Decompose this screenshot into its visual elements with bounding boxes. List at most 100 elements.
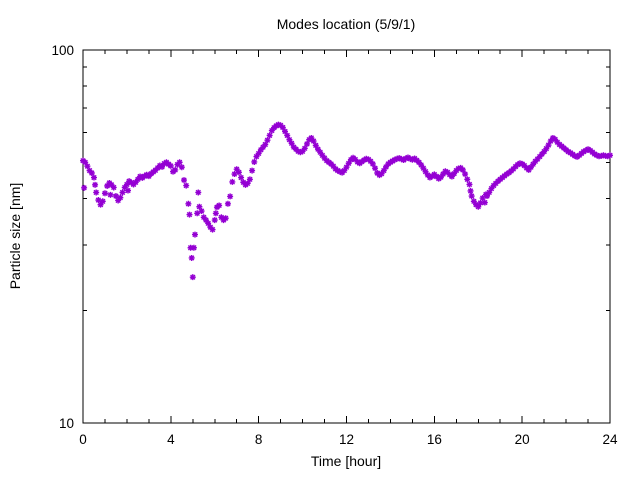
data-point-marker	[440, 171, 447, 178]
data-point-marker	[468, 193, 475, 200]
data-point-marker	[264, 137, 271, 144]
data-point-marker	[92, 181, 99, 188]
data-point-marker	[186, 211, 193, 218]
data-point-marker	[257, 146, 264, 153]
data-point-marker	[95, 197, 102, 204]
data-point-marker	[188, 254, 195, 261]
data-point-marker	[488, 185, 495, 192]
data-point-marker	[545, 142, 552, 149]
data-point-marker	[420, 165, 427, 172]
data-point-marker	[299, 148, 306, 155]
data-point-marker	[187, 244, 194, 251]
data-point-marker	[189, 274, 196, 281]
data-point-marker	[343, 164, 350, 171]
data-point-marker	[541, 148, 548, 155]
data-point-marker	[178, 164, 185, 171]
data-point-marker	[145, 173, 152, 180]
data-point-marker	[238, 174, 245, 181]
data-point-marker	[312, 142, 319, 149]
data-point-marker	[262, 141, 269, 148]
data-point-marker	[286, 136, 293, 143]
data-point-marker	[181, 177, 188, 184]
data-point-marker	[108, 181, 115, 188]
data-point-marker	[482, 191, 489, 198]
data-point-marker	[464, 176, 471, 183]
data-point-marker	[185, 200, 192, 207]
x-tick-label: 0	[79, 432, 87, 447]
data-point-marker	[104, 182, 111, 189]
data-point-marker	[470, 198, 477, 205]
data-point-marker	[314, 146, 321, 153]
data-point-marker	[301, 145, 308, 152]
data-point-marker	[486, 189, 493, 196]
data-point-marker	[303, 140, 310, 147]
data-point-marker	[240, 179, 247, 186]
data-point-marker	[582, 147, 589, 154]
data-series-mode-location	[80, 121, 613, 281]
data-point-marker	[398, 156, 405, 163]
data-point-marker	[191, 231, 198, 238]
data-point-marker	[235, 169, 242, 176]
data-point-marker	[530, 161, 537, 168]
data-point-marker	[466, 181, 473, 188]
data-point-marker	[107, 191, 114, 198]
y-axis-label: Particle size [nm]	[7, 183, 23, 290]
data-point-marker	[172, 166, 179, 173]
data-point-marker	[249, 167, 256, 174]
data-point-marker	[260, 144, 267, 151]
data-point-marker	[119, 189, 126, 196]
data-point-marker	[415, 159, 422, 166]
data-point-marker	[527, 164, 534, 171]
data-point-marker	[328, 160, 335, 167]
data-point-marker	[112, 193, 119, 200]
data-point-marker	[183, 182, 190, 189]
data-point-marker	[437, 174, 444, 181]
data-point-marker	[90, 174, 97, 181]
data-point-marker	[451, 170, 458, 177]
data-point-marker	[167, 162, 174, 169]
data-point-marker	[321, 155, 328, 162]
data-point-marker	[132, 179, 139, 186]
data-point-marker	[81, 184, 88, 191]
data-point-marker	[477, 199, 484, 206]
data-point-marker	[255, 150, 262, 157]
data-point-marker	[352, 156, 359, 163]
data-point-marker	[198, 208, 205, 215]
data-point-marker	[552, 136, 559, 143]
data-point-marker	[367, 158, 374, 165]
data-point-marker	[467, 187, 474, 194]
x-tick-label: 4	[167, 432, 175, 447]
x-axis-label: Time [hour]	[311, 453, 381, 469]
data-point-marker	[205, 220, 212, 227]
data-point-marker	[86, 167, 93, 174]
data-point-marker	[547, 138, 554, 145]
data-point-marker	[525, 166, 532, 173]
data-point-marker	[536, 153, 543, 160]
data-point-marker	[99, 198, 106, 205]
data-point-marker	[336, 168, 343, 175]
data-point-marker	[481, 199, 488, 206]
data-point-marker	[479, 195, 486, 202]
data-point-marker	[424, 172, 431, 179]
data-point-marker	[154, 164, 161, 171]
data-point-marker	[288, 140, 295, 147]
data-point-marker	[130, 181, 137, 188]
data-point-marker	[284, 132, 291, 139]
data-point-marker	[266, 132, 273, 139]
data-point-marker	[134, 176, 141, 183]
data-point-marker	[231, 171, 238, 178]
data-point-marker	[84, 163, 91, 170]
data-point-marker	[246, 176, 253, 183]
data-point-marker	[475, 203, 482, 210]
data-point-marker	[532, 158, 539, 165]
data-point-marker	[442, 168, 449, 175]
data-point-marker	[117, 194, 124, 201]
data-point-marker	[310, 138, 317, 145]
data-point-marker	[510, 165, 517, 172]
data-point-marker	[295, 148, 302, 155]
data-point-marker	[308, 134, 315, 141]
data-point-marker	[202, 217, 209, 224]
data-point-marker	[543, 145, 550, 152]
data-point-marker	[216, 202, 223, 209]
